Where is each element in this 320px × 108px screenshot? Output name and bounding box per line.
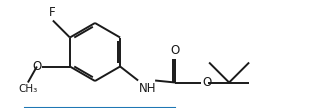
- Text: O: O: [171, 44, 180, 56]
- Text: CH₃: CH₃: [18, 83, 37, 94]
- Text: NH: NH: [139, 82, 156, 94]
- Text: F: F: [49, 6, 55, 18]
- Text: O: O: [33, 60, 42, 73]
- Text: O: O: [202, 76, 212, 89]
